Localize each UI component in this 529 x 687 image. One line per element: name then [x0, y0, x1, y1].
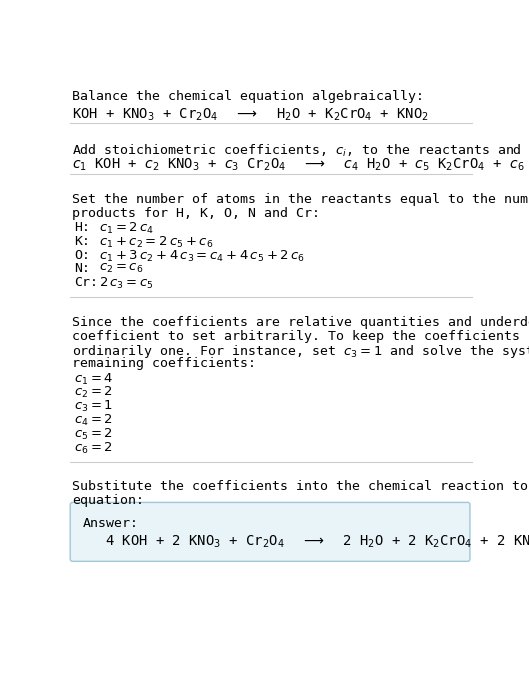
Text: $c_1 + c_2 = 2\,c_5 + c_6$: $c_1 + c_2 = 2\,c_5 + c_6$: [99, 235, 213, 250]
FancyBboxPatch shape: [70, 502, 470, 561]
Text: $c_1 + 3\,c_2 + 4\,c_3 = c_4 + 4\,c_5 + 2\,c_6$: $c_1 + 3\,c_2 + 4\,c_3 = c_4 + 4\,c_5 + …: [99, 249, 305, 264]
Text: ordinarily one. For instance, set $c_3 = 1$ and solve the system of equations fo: ordinarily one. For instance, set $c_3 =…: [72, 344, 529, 361]
Text: KOH + KNO$_3$ + Cr$_2$O$_4$  $\longrightarrow$  H$_2$O + K$_2$CrO$_4$ + KNO$_2$: KOH + KNO$_3$ + Cr$_2$O$_4$ $\longrighta…: [72, 106, 429, 122]
Text: $c_1 = 4$: $c_1 = 4$: [74, 372, 114, 387]
Text: K:: K:: [74, 235, 90, 248]
Text: $c_2 = c_6$: $c_2 = c_6$: [99, 262, 143, 275]
Text: $c_1$ KOH + $c_2$ KNO$_3$ + $c_3$ Cr$_2$O$_4$  $\longrightarrow$  $c_4$ H$_2$O +: $c_1$ KOH + $c_2$ KNO$_3$ + $c_3$ Cr$_2$…: [72, 157, 529, 174]
Text: equation:: equation:: [72, 494, 144, 507]
Text: Cr:: Cr:: [74, 276, 98, 289]
Text: coefficient to set arbitrarily. To keep the coefficients small, the arbitrary va: coefficient to set arbitrarily. To keep …: [72, 330, 529, 343]
Text: Substitute the coefficients into the chemical reaction to obtain the balanced: Substitute the coefficients into the che…: [72, 480, 529, 493]
Text: Set the number of atoms in the reactants equal to the number of atoms in the: Set the number of atoms in the reactants…: [72, 193, 529, 206]
Text: H:: H:: [74, 221, 90, 234]
Text: Answer:: Answer:: [83, 517, 139, 530]
Text: $2\,c_3 = c_5$: $2\,c_3 = c_5$: [99, 276, 153, 291]
Text: N:: N:: [74, 262, 90, 275]
Text: Add stoichiometric coefficients, $c_i$, to the reactants and products:: Add stoichiometric coefficients, $c_i$, …: [72, 142, 529, 159]
Text: remaining coefficients:: remaining coefficients:: [72, 357, 256, 370]
Text: $c_1 = 2\,c_4$: $c_1 = 2\,c_4$: [99, 221, 154, 236]
Text: Balance the chemical equation algebraically:: Balance the chemical equation algebraica…: [72, 91, 424, 103]
Text: $c_3 = 1$: $c_3 = 1$: [74, 399, 113, 414]
Text: $c_5 = 2$: $c_5 = 2$: [74, 427, 113, 442]
Text: $c_4 = 2$: $c_4 = 2$: [74, 413, 113, 428]
Text: $c_6 = 2$: $c_6 = 2$: [74, 440, 113, 455]
Text: $c_2 = 2$: $c_2 = 2$: [74, 385, 113, 401]
Text: 4 KOH + 2 KNO$_3$ + Cr$_2$O$_4$  $\longrightarrow$  2 H$_2$O + 2 K$_2$CrO$_4$ + : 4 KOH + 2 KNO$_3$ + Cr$_2$O$_4$ $\longri…: [105, 533, 529, 550]
Text: Since the coefficients are relative quantities and underdetermined, choose a: Since the coefficients are relative quan…: [72, 316, 529, 329]
Text: products for H, K, O, N and Cr:: products for H, K, O, N and Cr:: [72, 207, 320, 220]
Text: O:: O:: [74, 249, 90, 262]
